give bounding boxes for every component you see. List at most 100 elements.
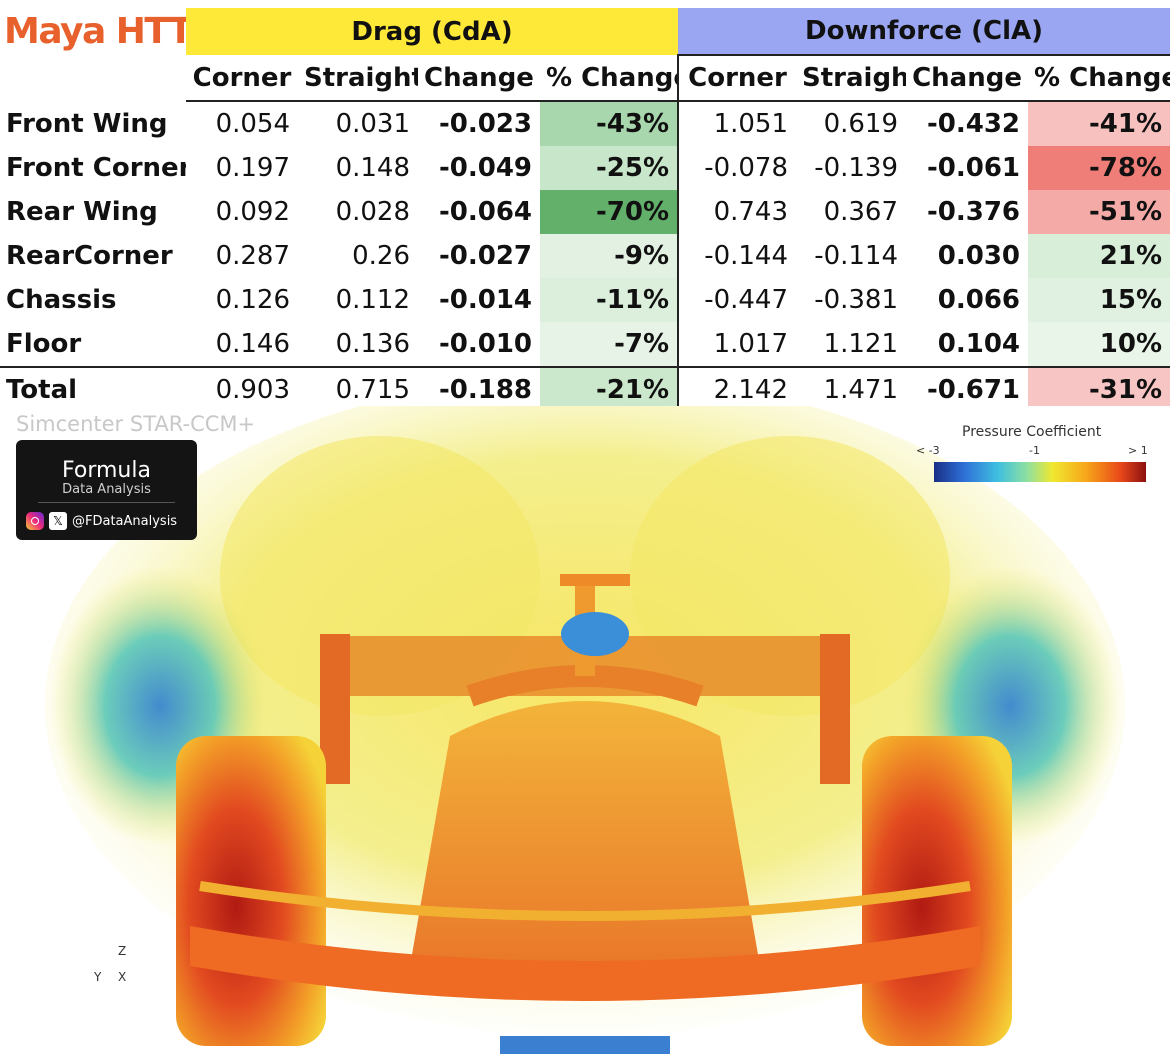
downforce-pct-change-cell: -41% — [1028, 101, 1170, 146]
downforce-corner-cell: 1.017 — [677, 322, 797, 367]
drag-col-header-0: Corner — [186, 55, 298, 102]
table-row: Chassis 0.126 0.112 -0.014 -11% -0.447 -0.381 0… — [0, 278, 1170, 322]
downforce-change-cell: 0.066 — [937, 285, 1021, 315]
downforce-change-cell: 0.104 — [937, 329, 1021, 359]
downforce-corner-cell: -0.144 — [677, 234, 797, 278]
drag-col-header-2: Change — [418, 55, 540, 102]
drag-pct-change-cell: -9% — [540, 234, 679, 278]
axis-x-label: X — [118, 970, 127, 984]
drag-pct-change-cell: -43% — [540, 101, 679, 146]
downforce-corner-cell: 0.743 — [677, 190, 797, 234]
axis-y-label: Y — [94, 970, 102, 984]
downforce-pct-change-cell: 10% — [1028, 322, 1170, 367]
drag-group-header: Drag (CdA) — [186, 8, 679, 55]
downforce-corner-cell: -0.447 — [677, 278, 797, 322]
drag-straight-cell: 0.715 — [298, 366, 418, 412]
downforce-pct-change-cell: -51% — [1028, 190, 1170, 234]
watermark-text: Simcenter STAR-CCM+ — [16, 412, 256, 436]
downforce-col-header-3: % Change — [1028, 55, 1170, 102]
social-row: 𝕏 @FDataAnalysis — [26, 512, 177, 530]
pressure-colorbar — [934, 462, 1146, 482]
row-label: Chassis — [6, 285, 117, 315]
axis-z-label: Z — [118, 944, 127, 958]
logo-divider — [38, 502, 175, 503]
downforce-change-cell: -0.376 — [926, 197, 1021, 227]
drag-change-cell: -0.023 — [438, 109, 532, 139]
drag-col-header-1: Straight — [298, 55, 418, 102]
downforce-corner-cell: -0.078 — [677, 146, 797, 190]
row-label: Floor — [6, 329, 82, 359]
drag-corner-cell: 0.146 — [215, 329, 290, 359]
drag-straight-cell: 0.148 — [335, 153, 410, 183]
downforce-straight-cell: 1.121 — [823, 329, 899, 359]
drag-straight-cell: 0.112 — [335, 285, 410, 315]
row-label: Rear Wing — [6, 197, 158, 227]
drag-corner-cell: 0.054 — [215, 109, 290, 139]
drag-corner-cell: 0.092 — [215, 197, 290, 227]
downforce-pct-change-cell: 21% — [1028, 234, 1170, 278]
legend-max-label: > 1 — [1128, 444, 1148, 457]
downforce-pct-change-cell: 15% — [1028, 278, 1170, 322]
downforce-change-cell: 0.030 — [937, 241, 1021, 271]
legend-min-label: < -3 — [916, 444, 940, 457]
table-row: Front Corner 0.197 0.148 -0.049 -25% -0.078 -0… — [0, 146, 1170, 190]
downforce-corner-cell: 1.051 — [677, 101, 797, 146]
table-row: Front Wing 0.054 0.031 -0.023 -43% 1.051 0.619… — [0, 101, 1170, 146]
instagram-icon — [26, 512, 44, 530]
downforce-col-header-2: Change — [906, 55, 1029, 102]
row-label: Front Wing — [6, 108, 168, 139]
table-row: Rear Wing 0.092 0.028 -0.064 -70% 0.743 0.367-… — [0, 190, 1170, 234]
social-handle: @FDataAnalysis — [72, 513, 178, 529]
aero-comparison-table: Maya HTT Drag (CdA) Downforce (ClA) Corn… — [0, 8, 1170, 412]
logo-title: Formula — [62, 458, 151, 483]
drag-straight-cell: 0.26 — [352, 241, 410, 271]
drag-change-cell: -0.014 — [438, 285, 532, 315]
drag-straight-cell: 0.028 — [335, 197, 410, 227]
drag-pct-change-cell: -21% — [540, 366, 679, 412]
downforce-straight-cell: -0.114 — [814, 241, 899, 271]
downforce-pct-change-cell: -31% — [1028, 366, 1170, 412]
drag-pct-change-cell: -11% — [540, 278, 679, 322]
downforce-change-cell: -0.432 — [926, 109, 1021, 139]
downforce-straight-cell: 1.471 — [796, 366, 907, 412]
downforce-col-header-1: Straight — [796, 55, 907, 102]
downforce-straight-cell: -0.381 — [814, 285, 899, 315]
row-label: RearCorner — [6, 241, 173, 271]
drag-straight-cell: 0.031 — [335, 109, 410, 139]
drag-change-cell: -0.010 — [438, 329, 532, 359]
drag-change-cell: -0.188 — [418, 366, 540, 412]
downforce-pct-change-cell: -78% — [1028, 146, 1170, 190]
drag-col-header-3: % Change — [540, 55, 679, 102]
table-row: Floor 0.146 0.136 -0.010 -7% 1.017 1.121 0.104 1… — [0, 322, 1170, 367]
drag-corner-cell: 0.126 — [215, 285, 290, 315]
drag-straight-cell: 0.136 — [335, 329, 410, 359]
legend-title: Pressure Coefficient — [962, 424, 1102, 440]
downforce-corner-cell: 2.142 — [677, 366, 797, 412]
row-label: Total — [0, 366, 186, 412]
drag-change-cell: -0.049 — [438, 153, 532, 183]
downforce-straight-cell: 0.367 — [823, 197, 899, 227]
drag-pct-change-cell: -70% — [540, 190, 679, 234]
total-row: Total 0.903 0.715 -0.188 -21% 2.142 1.471 -0.67… — [0, 366, 1170, 412]
drag-corner-cell: 0.287 — [215, 241, 290, 271]
drag-change-cell: -0.027 — [438, 241, 532, 271]
table-row: RearCorner 0.287 0.26 -0.027 -9% -0.144 -0.114… — [0, 234, 1170, 278]
downforce-group-header: Downforce (ClA) — [678, 8, 1170, 56]
x-icon: 𝕏 — [49, 512, 67, 530]
brand-title: Maya HTT — [0, 8, 186, 55]
logo-subtitle: Data Analysis — [62, 482, 151, 497]
downforce-straight-cell: 0.619 — [823, 109, 899, 139]
downforce-col-header-0: Corner — [677, 55, 797, 102]
drag-pct-change-cell: -7% — [540, 322, 679, 367]
downforce-straight-cell: -0.139 — [814, 153, 899, 183]
row-label: Front Corner — [6, 153, 186, 183]
downforce-change-cell: -0.671 — [906, 366, 1029, 412]
legend-mid-label: -1 — [1029, 444, 1040, 457]
drag-corner-cell: 0.197 — [215, 153, 290, 183]
cfd-pressure-image: Simcenter STAR-CCM+ Formula Data Analysi… — [0, 406, 1170, 1054]
drag-change-cell: -0.064 — [438, 197, 532, 227]
brand-logo: Formula Data Analysis 𝕏 @FDataAnalysis — [16, 440, 197, 540]
drag-pct-change-cell: -25% — [540, 146, 679, 190]
pressure-render — [0, 406, 1170, 1054]
corner-header-cell — [0, 55, 186, 101]
